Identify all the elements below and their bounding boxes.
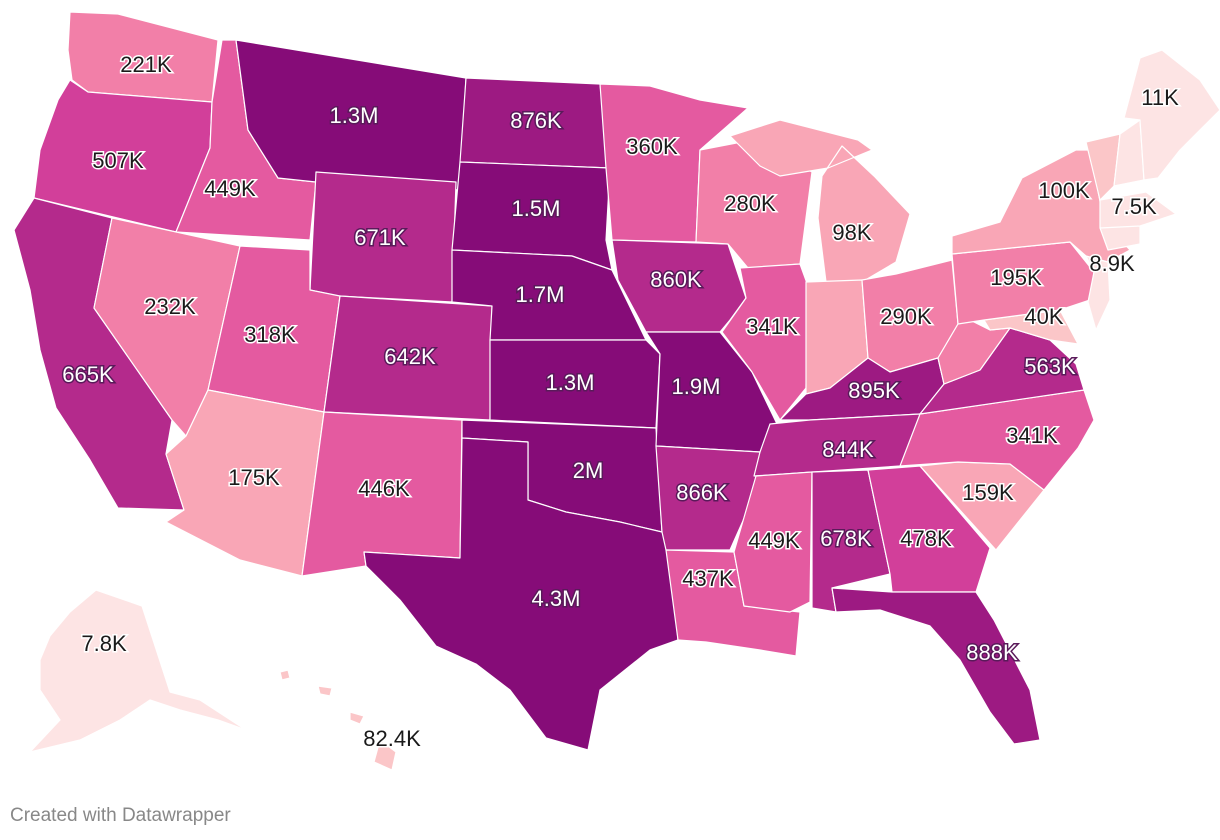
- value-label-AL: 678K: [820, 526, 872, 551]
- value-label-LA: 437K: [682, 566, 734, 591]
- value-label-IL: 341K: [746, 314, 798, 339]
- value-label-KS: 1.3M: [546, 370, 595, 395]
- value-labels: 221K 507K 665K 449K 232K 1.3M 671K 318K 175K 642K…: [61, 50, 1181, 752]
- value-label-NJ: 8.9K: [1089, 251, 1135, 276]
- value-label-WI: 280K: [724, 191, 776, 216]
- value-label-WY: 671K: [354, 225, 406, 250]
- value-label-VA: 563K: [1024, 354, 1076, 379]
- value-label-AZ: 175K: [228, 465, 280, 490]
- value-label-AK: 7.8K: [81, 631, 127, 656]
- value-label-AR: 866K: [676, 480, 728, 505]
- state-NH[interactable]: [1113, 119, 1145, 187]
- value-label-CA: 665K: [62, 362, 114, 387]
- state-IA[interactable]: [611, 239, 747, 333]
- value-label-ND: 876K: [510, 108, 562, 133]
- value-label-NC: 341K: [1006, 423, 1058, 448]
- state-MA[interactable]: [1099, 191, 1177, 251]
- us-choropleth-map: 221K 507K 665K 449K 232K 1.3M 671K 318K 175K 642K…: [13, 11, 1220, 771]
- value-label-MI: 98K: [832, 220, 871, 245]
- value-label-FL: 888K: [966, 640, 1018, 665]
- value-label-OH: 290K: [880, 304, 932, 329]
- value-label-NE: 1.7M: [516, 282, 565, 307]
- value-label-MT: 1.3M: [330, 103, 379, 128]
- value-label-NM: 446K: [358, 476, 410, 501]
- value-label-ID: 449K: [204, 176, 256, 201]
- value-label-ME: 11K: [1141, 85, 1179, 110]
- state-NC[interactable]: [899, 389, 1095, 491]
- state-shapes: [13, 11, 1220, 771]
- value-label-MN: 360K: [626, 134, 678, 159]
- value-label-CO: 642K: [384, 344, 436, 369]
- value-label-TN: 844K: [822, 437, 874, 462]
- value-label-SD: 1.5M: [512, 196, 561, 221]
- value-label-MO: 1.9M: [672, 374, 721, 399]
- value-label-GA: 478K: [900, 526, 952, 551]
- value-label-HI: 82.4K: [363, 726, 421, 751]
- state-AK[interactable]: [29, 589, 247, 753]
- credit-line[interactable]: Created with Datawrapper: [10, 805, 231, 826]
- state-WY[interactable]: [309, 171, 457, 303]
- value-label-MS: 449K: [748, 528, 800, 553]
- value-label-OK: 2M: [573, 458, 604, 483]
- state-ME[interactable]: [1123, 49, 1220, 181]
- value-label-NV: 232K: [144, 294, 196, 319]
- value-label-KY: 895K: [848, 378, 900, 403]
- state-HI[interactable]: [279, 669, 397, 771]
- value-label-SC: 159K: [962, 480, 1014, 505]
- value-label-MA: 7.5K: [1111, 194, 1157, 219]
- state-FL[interactable]: [831, 587, 1041, 745]
- state-TX[interactable]: [363, 437, 679, 751]
- value-label-OR: 507K: [92, 148, 144, 173]
- value-label-TX: 4.3M: [532, 586, 581, 611]
- value-label-UT: 318K: [244, 322, 296, 347]
- value-label-PA: 195K: [990, 265, 1042, 290]
- value-label-WA: 221K: [120, 52, 172, 77]
- value-label-MD: 40K: [1024, 304, 1063, 329]
- value-label-IA: 860K: [650, 267, 702, 292]
- state-PA[interactable]: [951, 241, 1095, 325]
- value-label-NY: 100K: [1038, 178, 1090, 203]
